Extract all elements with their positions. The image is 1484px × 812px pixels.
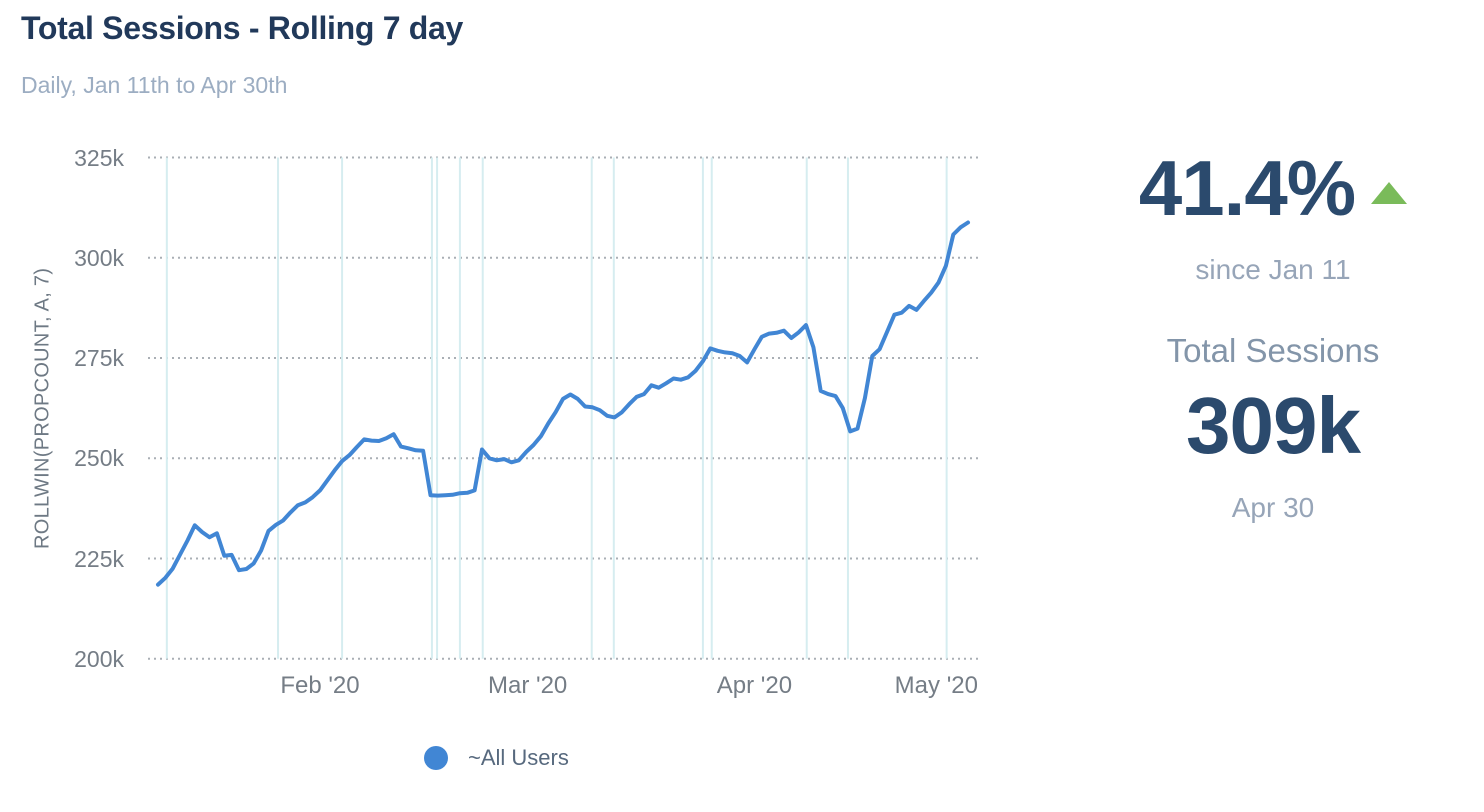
x-tick-apr-20: Apr '20 [716, 672, 793, 699]
y-tick-300k: 300k [74, 244, 124, 271]
y-tick-200k: 200k [74, 645, 124, 672]
x-tick-feb-20: Feb '20 [280, 672, 360, 699]
change-percent: 41.4% [1138, 144, 1356, 232]
page-title: Total Sessions - Rolling 7 day [21, 10, 464, 46]
series-line-all-users[interactable] [156, 220, 970, 587]
y-tick-250k: 250k [74, 445, 124, 472]
horizontal-gridlines [148, 156, 980, 660]
y-tick-325k: 325k [74, 144, 124, 171]
x-tick-may-20: May '20 [894, 672, 978, 699]
legend: ~All Users [424, 745, 569, 771]
y-tick-225k: 225k [74, 545, 124, 572]
legend-item-all-users[interactable]: ~All Users [424, 745, 569, 771]
change-row: 41.4% [1090, 146, 1456, 230]
trend-up-icon [1371, 182, 1408, 204]
x-tick-mar-20: Mar '20 [488, 672, 568, 699]
latest-value: 309k [1186, 381, 1361, 470]
line-chart-plot[interactable] [0, 0, 1040, 710]
latest-caption: Apr 30 [1231, 492, 1315, 523]
metric-label: Total Sessions [1166, 332, 1380, 369]
legend-label: ~All Users [468, 745, 569, 770]
y-tick-275k: 275k [74, 345, 124, 372]
series-color-dot-icon [424, 746, 448, 770]
chart-subtitle: Daily, Jan 11th to Apr 30th [21, 72, 288, 98]
change-caption: since Jan 11 [1195, 254, 1351, 285]
